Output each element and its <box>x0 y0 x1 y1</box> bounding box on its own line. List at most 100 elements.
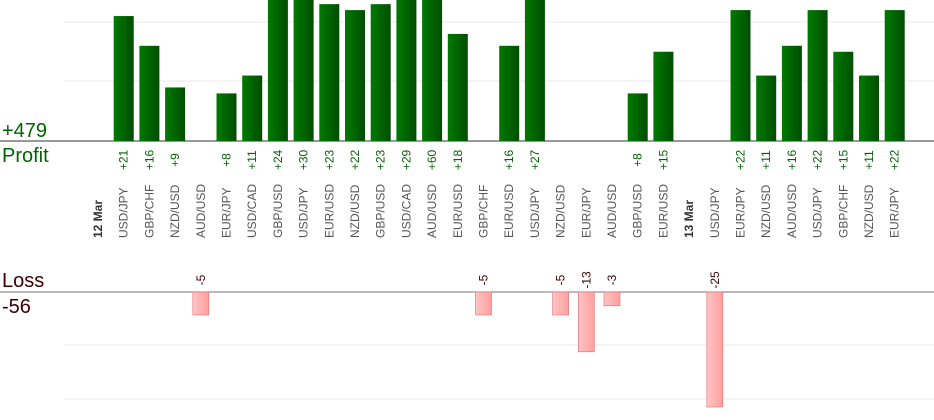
pair-label: NZD/USD <box>554 184 568 238</box>
pair-label: USD/JPY <box>528 187 542 238</box>
profit-bar <box>165 87 186 141</box>
category-labels: 12 Mar USD/JPY GBP/CHF NZD/USD AUD/USD EUR/JP… <box>91 184 902 238</box>
loss-bar <box>192 291 210 316</box>
pair-label: GBP/USD <box>374 184 388 238</box>
profit-value-label: +9 <box>168 153 182 167</box>
loss-bar <box>577 291 595 353</box>
profit-value-label: +8 <box>220 153 234 167</box>
profit-bar <box>396 0 417 141</box>
profit-bar <box>139 45 160 141</box>
profit-bar <box>807 10 828 141</box>
loss-bar <box>552 291 569 316</box>
profit-value-label: +22 <box>888 149 902 170</box>
profit-bar <box>242 75 263 141</box>
date-label: 12 Mar <box>91 200 105 238</box>
pair-label: USD/JPY <box>117 187 131 238</box>
pair-label: EUR/JPY <box>220 187 234 238</box>
profit-value-label: +29 <box>399 149 413 170</box>
loss-value-label: -5 <box>554 274 568 285</box>
profit-bar <box>756 75 777 141</box>
profit-value-label: +22 <box>811 149 825 170</box>
pair-label: EUR/JPY <box>579 187 593 238</box>
profit-bar <box>447 33 468 141</box>
profit-bar <box>113 16 134 141</box>
pair-label: EUR/JPY <box>734 187 748 238</box>
profit-value-label: +11 <box>862 150 876 170</box>
profit-value-label: +22 <box>734 149 748 170</box>
loss-label: Loss <box>2 270 45 292</box>
profit-value-label: +11 <box>245 150 259 170</box>
profit-total: +479 <box>2 120 48 142</box>
pair-label: EUR/USD <box>322 184 336 238</box>
profit-value-label: +8 <box>631 153 645 167</box>
profit-bar <box>267 0 288 141</box>
profit-value-label: +30 <box>297 149 311 170</box>
loss-bar <box>706 291 724 408</box>
loss-value-label: -5 <box>194 274 208 285</box>
profit-value-label: +18 <box>451 149 465 170</box>
profit-bar <box>422 0 443 141</box>
loss-value-label: -25 <box>708 271 722 289</box>
pair-label: EUR/USD <box>656 184 670 238</box>
loss-bar <box>475 291 492 316</box>
pair-label: AUD/USD <box>605 184 619 238</box>
pair-label: GBP/CHF <box>142 185 156 238</box>
pair-label: NZD/USD <box>168 184 182 238</box>
pair-label: USD/JPY <box>708 187 722 238</box>
loss-value-label: -5 <box>477 274 491 285</box>
profit-bar <box>345 10 365 141</box>
profit-bar <box>781 45 802 141</box>
pair-label: USD/JPY <box>297 187 311 238</box>
pair-label: EUR/JPY <box>888 187 902 238</box>
profit-value-label: +15 <box>836 149 850 170</box>
profit-bar <box>730 10 751 141</box>
profit-value-label: +24 <box>271 149 285 170</box>
profit-value-label: +27 <box>528 149 542 170</box>
pair-label: GBP/CHF <box>477 185 491 238</box>
profit-label: Profit <box>2 145 49 167</box>
profit-bar <box>627 93 648 141</box>
date-label: 13 Mar <box>682 200 696 238</box>
pair-label: NZD/USD <box>348 184 362 238</box>
profit-bar <box>833 51 854 141</box>
profit-bar <box>884 10 905 141</box>
profit-value-label: +15 <box>656 149 670 170</box>
pair-label: EUR/USD <box>502 184 516 238</box>
pair-label: AUD/USD <box>425 184 439 238</box>
pair-label: GBP/USD <box>631 184 645 238</box>
pair-label: NZD/USD <box>759 184 773 238</box>
pair-label: NZD/USD <box>862 184 876 238</box>
pair-label: AUD/USD <box>194 184 208 238</box>
profit-value-label: +23 <box>374 149 388 170</box>
profit-bar <box>216 93 237 141</box>
loss-bars: -5 -5 -5 -13 -3 -25 <box>192 271 724 408</box>
profit-value-label: +16 <box>142 149 156 170</box>
profit-value-label: +21 <box>117 149 131 170</box>
profit-value-label: +23 <box>322 149 336 170</box>
profit-value-label: +16 <box>785 149 799 170</box>
profit-bar <box>859 75 879 141</box>
profit-value-label: +22 <box>348 149 362 170</box>
loss-bar <box>603 291 621 307</box>
profit-bar <box>293 0 314 141</box>
profit-bar <box>524 0 545 141</box>
pair-label: GBP/USD <box>271 184 285 238</box>
pair-label: GBP/CHF <box>836 185 850 238</box>
pair-label: EUR/USD <box>451 184 465 238</box>
loss-value-label: -13 <box>579 271 593 289</box>
pair-label: USD/CAD <box>245 184 259 238</box>
pair-label: USD/JPY <box>811 187 825 238</box>
profit-bar <box>370 4 391 142</box>
profit-bar <box>499 45 520 141</box>
pair-label: USD/CAD <box>399 184 413 238</box>
profit-bar <box>653 51 674 141</box>
loss-value-label: -3 <box>605 274 619 285</box>
profit-value-label: +60 <box>425 149 439 170</box>
profit-value-label: +11 <box>759 150 773 170</box>
profit-bars: +21 +16 +9 +8 +11 +24 +30 +23 +22 +23 +29 +60 +18 +16… <box>113 0 905 170</box>
profit-bar <box>319 4 340 142</box>
profit-value-label: +16 <box>502 149 516 170</box>
pair-label: AUD/USD <box>785 184 799 238</box>
loss-total: -56 <box>2 296 31 318</box>
